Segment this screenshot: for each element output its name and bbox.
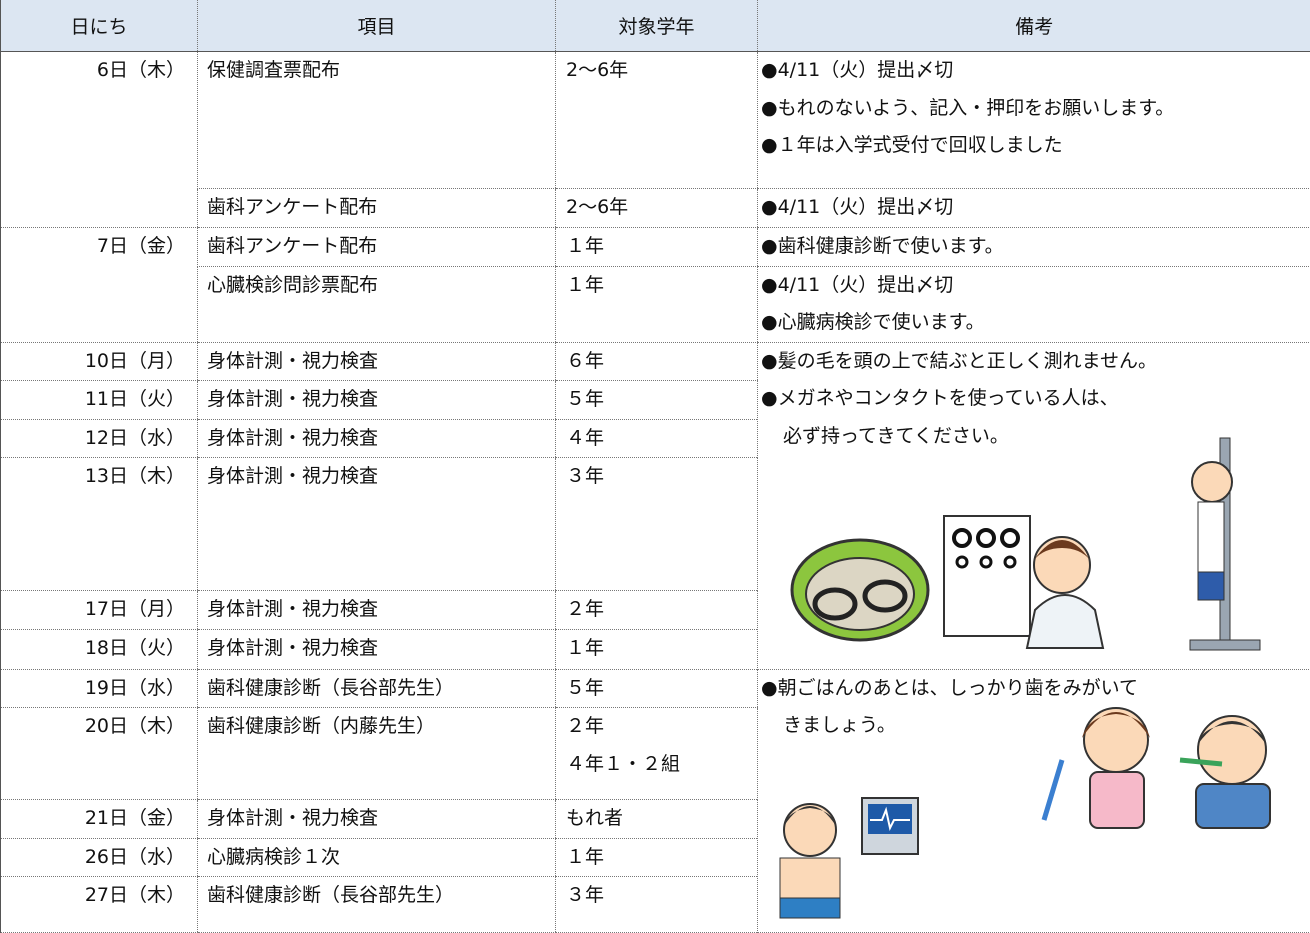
grade-line: もれ者 <box>566 800 757 838</box>
note-line: ●4/11（火）提出〆切 <box>761 267 1310 305</box>
notes-cell: ●歯科健康診断で使います。 <box>758 228 1310 267</box>
date-cell: 18日（火） <box>1 629 198 669</box>
grade-line: 2～6年 <box>566 52 757 90</box>
grade-cell: １年 <box>556 629 758 669</box>
item-cell: 身体計測・視力検査 <box>198 800 556 839</box>
grade-line: ３年 <box>566 877 757 915</box>
item-cell: 歯科アンケート配布 <box>198 228 556 267</box>
grade-cell: １年 <box>556 228 758 267</box>
table-row: 心臓検診問診票配布 １年●4/11（火）提出〆切●心臓病検診で使います。 <box>1 266 1310 342</box>
note-line: きましょう。 <box>761 707 1310 745</box>
item-cell: 身体計測・視力検査 <box>198 458 556 591</box>
date-cell: 13日（木） <box>1 458 198 591</box>
grade-line: 2～6年 <box>566 189 757 227</box>
grade-cell: 2～6年 <box>556 52 758 189</box>
note-line: ●歯科健康診断で使います。 <box>761 228 1310 266</box>
grade-line: ４年 <box>566 420 757 458</box>
note-line: ●4/11（火）提出〆切 <box>761 189 1310 227</box>
item-cell: 保健調査票配布 <box>198 52 556 189</box>
item-cell: 歯科健康診断（長谷部先生） <box>198 877 556 933</box>
grade-cell: ３年 <box>556 877 758 933</box>
grade-cell: ２年 <box>556 591 758 630</box>
notes-cell: ●髪の毛を頭の上で結ぶと正しく測れません。●メガネやコンタクトを使っている人は、… <box>758 342 1310 669</box>
item-cell: 歯科アンケート配布 <box>198 189 556 228</box>
item-cell: 身体計測・視力検査 <box>198 381 556 420</box>
date-cell: 21日（金） <box>1 800 198 839</box>
column-header: 対象学年 <box>556 0 758 52</box>
grade-cell: ３年 <box>556 458 758 591</box>
grade-line: ２年 <box>566 591 757 629</box>
note-line: ●朝ごはんのあとは、しっかり歯をみがいて <box>761 670 1310 708</box>
date-cell: 20日（木） <box>1 708 198 800</box>
item-cell: 身体計測・視力検査 <box>198 342 556 381</box>
item-cell: 身体計測・視力検査 <box>198 591 556 630</box>
date-cell: 17日（月） <box>1 591 198 630</box>
header-row: 日にち項目対象学年備考 <box>1 0 1310 52</box>
date-cell: 26日（水） <box>1 838 198 877</box>
grade-cell: １年 <box>556 838 758 877</box>
grade-cell: ６年 <box>556 342 758 381</box>
date-cell: 27日（木） <box>1 877 198 933</box>
date-cell: 10日（月） <box>1 342 198 381</box>
item-cell: 歯科健康診断（長谷部先生） <box>198 669 556 708</box>
grade-line: ３年 <box>566 458 757 496</box>
notes-cell: ●4/11（火）提出〆切 <box>758 189 1310 228</box>
column-header: 日にち <box>1 0 198 52</box>
grade-line: １年 <box>566 839 757 877</box>
column-header: 備考 <box>758 0 1310 52</box>
notes-cell: ●4/11（火）提出〆切●もれのないよう、記入・押印をお願いします。●１年は入学… <box>758 52 1310 189</box>
grade-line: ４年１・２組 <box>566 746 757 784</box>
item-cell: 身体計測・視力検査 <box>198 419 556 458</box>
note-line: ●4/11（火）提出〆切 <box>761 52 1310 90</box>
notes-cell: ●朝ごはんのあとは、しっかり歯をみがいてきましょう。 <box>758 669 1310 933</box>
date-cell: 11日（火） <box>1 381 198 420</box>
date-cell: 7日（金） <box>1 228 198 343</box>
grade-cell: 2～6年 <box>556 189 758 228</box>
grade-line: ５年 <box>566 381 757 419</box>
note-line: ●１年は入学式受付で回収しました <box>761 127 1310 165</box>
date-cell: 19日（水） <box>1 669 198 708</box>
grade-cell: もれ者 <box>556 800 758 839</box>
item-cell: 歯科健康診断（内藤先生） <box>198 708 556 800</box>
item-cell: 心臓検診問診票配布 <box>198 266 556 342</box>
grade-line: ６年 <box>566 343 757 381</box>
grade-line: １年 <box>566 228 757 266</box>
grade-cell: ５年 <box>556 381 758 420</box>
date-cell: 12日（水） <box>1 419 198 458</box>
grade-line: １年 <box>566 630 757 668</box>
note-line: ●もれのないよう、記入・押印をお願いします。 <box>761 90 1310 128</box>
grade-cell: ４年 <box>556 419 758 458</box>
table-row: 歯科アンケート配布 2～6年●4/11（火）提出〆切 <box>1 189 1310 228</box>
item-cell: 身体計測・視力検査 <box>198 629 556 669</box>
note-line: 必ず持ってきてください。 <box>761 418 1310 456</box>
note-line: ●心臓病検診で使います。 <box>761 304 1310 342</box>
date-cell: 6日（木） <box>1 52 198 228</box>
item-cell: 心臓病検診１次 <box>198 838 556 877</box>
grade-cell: ５年 <box>556 669 758 708</box>
grade-line: １年 <box>566 267 757 305</box>
note-line: ●髪の毛を頭の上で結ぶと正しく測れません。 <box>761 343 1310 381</box>
grade-line: ２年 <box>566 708 757 746</box>
grade-line: ５年 <box>566 670 757 708</box>
grade-cell: １年 <box>556 266 758 342</box>
notes-cell: ●4/11（火）提出〆切●心臓病検診で使います。 <box>758 266 1310 342</box>
column-header: 項目 <box>198 0 556 52</box>
note-line: ●メガネやコンタクトを使っている人は、 <box>761 380 1310 418</box>
table-row: 19日（水）歯科健康診断（長谷部先生） ５年●朝ごはんのあとは、しっかり歯をみがい… <box>1 669 1310 708</box>
